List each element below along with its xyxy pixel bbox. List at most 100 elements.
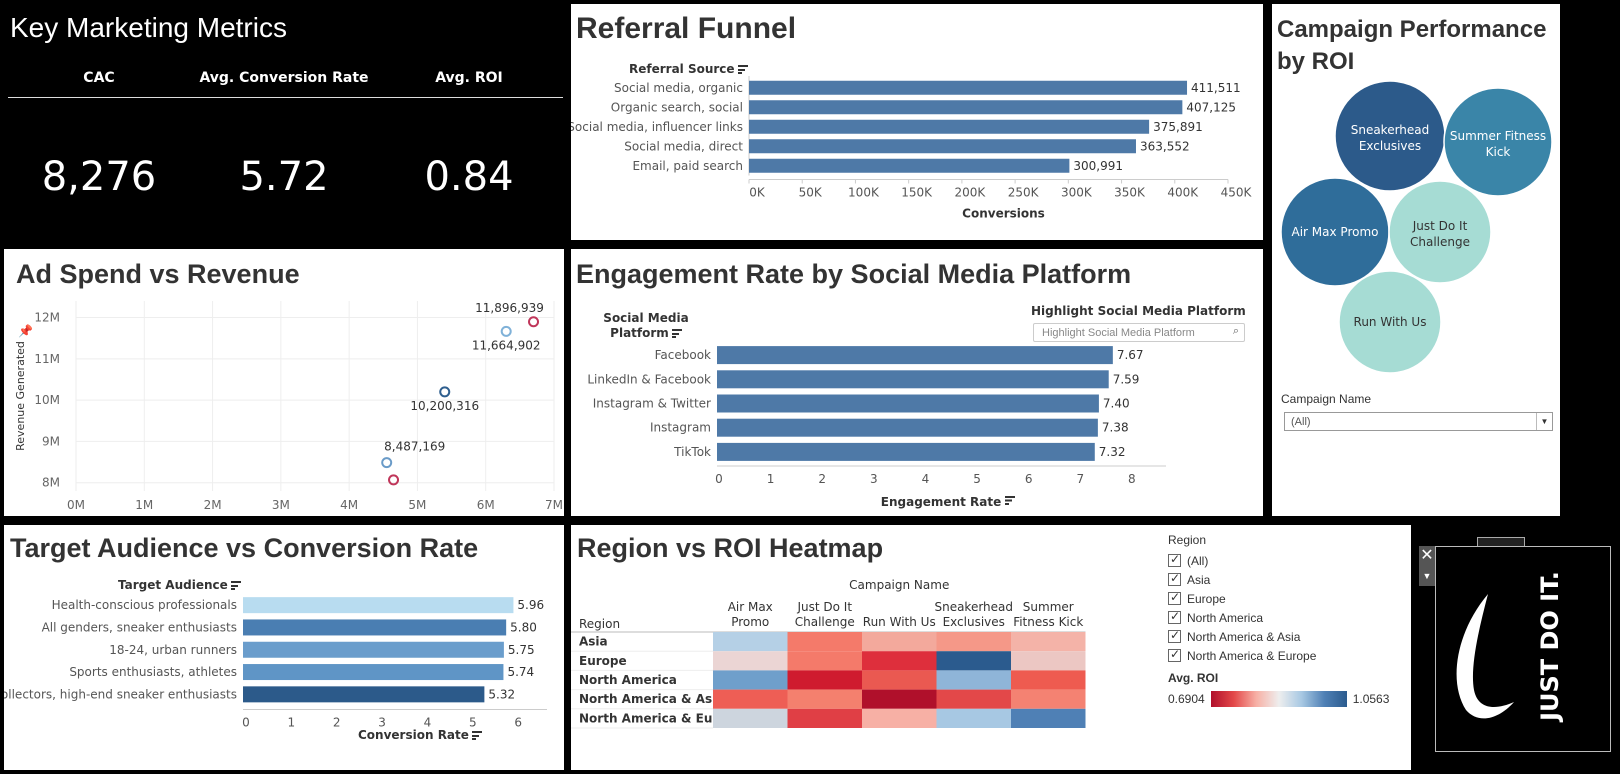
heatmap-column-label: Air Max <box>728 600 773 614</box>
campaign-bubble <box>1338 270 1442 374</box>
audience-tick-label: 0 <box>242 716 250 730</box>
funnel-category-label: Social media, influencer links <box>571 120 743 134</box>
funnel-tick-label: 0K <box>749 186 766 200</box>
heatmap-row-label: Asia <box>579 635 608 649</box>
campaign-filter-label: Campaign Name <box>1281 392 1372 406</box>
sort-icon[interactable] <box>471 731 482 740</box>
heatmap-cell <box>787 632 862 652</box>
region-checkbox-row[interactable]: Asia <box>1168 570 1398 589</box>
roi-max: 1.0563 <box>1352 692 1390 706</box>
engagement-tick-label: 6 <box>1025 472 1033 486</box>
heatmap-column-label: Challenge <box>795 615 855 629</box>
funnel-category-label: Social media, direct <box>624 139 743 153</box>
region-checkbox-row[interactable]: North America & Europe <box>1168 646 1398 665</box>
engagement-xlabel: Engagement Rate <box>881 495 1001 509</box>
audience-tick-label: 5 <box>469 716 477 730</box>
checkbox[interactable] <box>1168 647 1181 662</box>
heatmap-column-label: Exclusives <box>943 615 1005 629</box>
highlight-label: Highlight Social Media Platform <box>1031 304 1246 318</box>
heatmap-cell <box>862 708 937 728</box>
region-checkbox-row[interactable]: North America & Asia <box>1168 627 1398 646</box>
heatmap-column-header: Campaign Name <box>849 578 949 592</box>
heatmap-cell <box>713 708 788 728</box>
region-checkbox-row[interactable]: (All) <box>1168 551 1398 570</box>
kpi-divider <box>8 97 563 98</box>
heatmap-title: Region vs ROI Heatmap <box>577 533 884 563</box>
close-icon[interactable]: ✕ <box>1420 547 1434 564</box>
engagement-category-label: Instagram <box>650 421 711 435</box>
audience-chart: Health-conscious professionals 5.96 All ge… <box>4 597 547 730</box>
audience-panel: Target Audience vs Conversion Rate Targe… <box>4 525 564 770</box>
chevron-down-icon[interactable]: ▼ <box>1422 571 1432 581</box>
scatter-x-tick-label: 7M <box>545 498 563 512</box>
kpi-title: Key Marketing Metrics <box>10 12 287 43</box>
engagement-bar <box>717 418 1098 437</box>
checkbox[interactable] <box>1168 590 1181 605</box>
funnel-tick-label: 450K <box>1221 186 1253 200</box>
checkbox[interactable] <box>1168 571 1181 586</box>
scatter-point-label: 11,664,902 <box>472 338 541 352</box>
heatmap-cell <box>787 670 862 690</box>
heatmap-cell <box>862 689 937 709</box>
heatmap-cell <box>787 708 862 728</box>
scatter-point <box>381 457 393 469</box>
engagement-category-label: Instagram & Twitter <box>593 397 711 411</box>
bubble-label: Run With Us <box>1354 315 1427 329</box>
heatmap-cell <box>787 651 862 671</box>
scatter-point-label: 11,896,939 <box>475 301 544 315</box>
funnel-value-label: 375,891 <box>1153 120 1203 134</box>
scatter-panel: Ad Spend vs Revenue 0M 1M 2M 3M 4M 5M 6M 7M 8M 9M… <box>4 249 564 516</box>
scatter-y-tick-label: 8M <box>42 476 60 490</box>
highlight-search-input[interactable]: Highlight Social Media Platform ⌕ <box>1033 323 1245 342</box>
scatter-y-tick-label: 9M <box>42 434 60 448</box>
checkbox[interactable] <box>1168 628 1181 643</box>
audience-title: Target Audience vs Conversion Rate <box>10 533 479 563</box>
audience-category-label: All genders, sneaker enthusiasts <box>42 620 237 634</box>
funnel-tick-label: 150K <box>901 186 933 200</box>
audience-bar <box>243 597 514 614</box>
funnel-chart: Social media, organic 411,511 Organic sear… <box>571 76 1253 221</box>
engagement-bar <box>717 346 1113 365</box>
funnel-tick-label: 50K <box>799 186 823 200</box>
region-checkbox-row[interactable]: Europe <box>1168 589 1398 608</box>
checkbox[interactable] <box>1168 609 1181 624</box>
heatmap-cell <box>713 632 788 652</box>
scatter-y-tick-label: 12M <box>34 311 60 325</box>
funnel-tick-label: 300K <box>1061 186 1093 200</box>
heatmap-cell <box>1011 651 1086 671</box>
sort-icon <box>1005 496 1015 498</box>
audience-tick-label: 3 <box>378 716 386 730</box>
sort-icon[interactable] <box>671 329 682 338</box>
kpi-label-roi: Avg. ROI <box>435 70 503 86</box>
scatter-y-tick-label: 10M <box>34 393 60 407</box>
funnel-value-label: 407,125 <box>1186 100 1236 114</box>
funnel-tick-label: 250K <box>1008 186 1040 200</box>
heatmap-column-label: Fitness Kick <box>1013 615 1083 629</box>
engagement-tick-label: 7 <box>1076 472 1084 486</box>
checkbox[interactable] <box>1168 552 1181 567</box>
audience-bar <box>243 641 504 658</box>
audience-bar <box>243 619 507 636</box>
sort-icon <box>1005 499 1012 502</box>
filter-toolbar: ✕ ▼ <box>1419 546 1435 586</box>
heatmap-column-label: Promo <box>731 615 769 629</box>
bubble-chart: Sneakerhead Exclusives Summer Fitness Kick A… <box>1280 80 1553 374</box>
funnel-tick-label: 200K <box>954 186 986 200</box>
engagement-bar <box>717 370 1109 389</box>
roi-min: 0.6904 <box>1168 692 1205 706</box>
campaign-filter-dropdown[interactable]: (All) ▼ <box>1284 412 1553 431</box>
campaign-bubble <box>1443 87 1553 197</box>
roi-legend-label: Avg. ROI <box>1168 671 1219 685</box>
engagement-tick-label: 3 <box>870 472 878 486</box>
scatter-ylabel: Revenue Generated <box>14 341 27 451</box>
scatter-point <box>528 316 540 328</box>
sort-icon[interactable] <box>737 65 748 74</box>
region-legend-label: Region <box>1168 533 1207 547</box>
audience-value-label: 5.75 <box>508 643 535 657</box>
funnel-title: Referral Funnel <box>576 12 797 45</box>
sort-icon[interactable] <box>230 581 241 590</box>
region-checkbox-row[interactable]: North America <box>1168 608 1398 627</box>
scatter-x-tick-label: 6M <box>477 498 495 512</box>
engagement-row-header: Social Media Platform <box>603 311 689 340</box>
